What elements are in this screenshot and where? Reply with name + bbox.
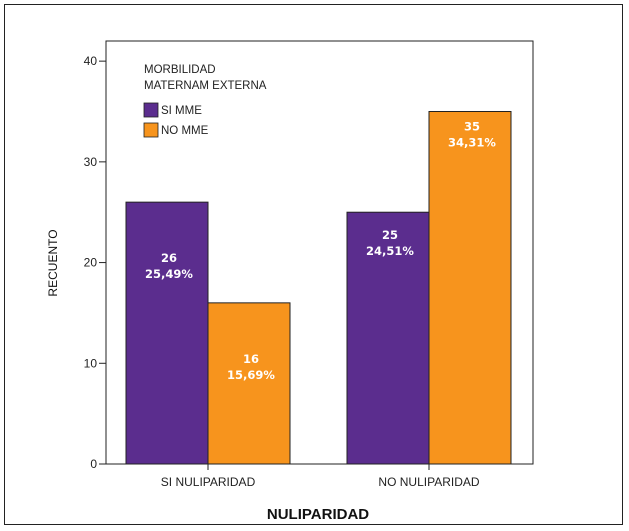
bar-percent-label: 25,49% <box>145 267 193 281</box>
y-axis: 0 10 20 30 40 <box>84 54 106 471</box>
bars: 26 25,49% 16 15,69% 25 24,51% 35 34,31% <box>125 111 512 465</box>
legend-label-si-mme: SI MME <box>161 105 202 117</box>
x-axis: SI NULIPARIDAD NO NULIPARIDAD <box>161 464 480 489</box>
y-tick-label: 10 <box>84 356 98 370</box>
x-tick-label: SI NULIPARIDAD <box>161 475 256 489</box>
legend: MORBILIDAD MATERNAM EXTERNA SI MME NO MM… <box>143 64 267 138</box>
legend-swatch-si-mme <box>143 102 159 118</box>
bar-no-mme-no-nuliparidad <box>428 111 512 465</box>
chart-frame <box>4 4 623 525</box>
bar-value-label: 25 <box>382 228 398 242</box>
x-tick-label: NO NULIPARIDAD <box>378 475 479 489</box>
bar-value-label: 26 <box>161 251 177 265</box>
legend-title-line2: MATERNAM EXTERNA <box>144 80 267 92</box>
bar-percent-label: 15,69% <box>227 368 275 382</box>
y-tick-label: 40 <box>84 54 98 68</box>
y-axis-title: RECUENTO <box>46 229 60 296</box>
bar-percent-label: 24,51% <box>366 244 414 258</box>
bar-percent-label: 34,31% <box>448 136 496 150</box>
y-tick-label: 30 <box>84 155 98 169</box>
legend-title-line1: MORBILIDAD <box>144 64 216 76</box>
bar-si-mme-no-nuliparidad <box>346 211 430 465</box>
bar-value-label: 16 <box>243 352 259 366</box>
legend-swatch-no-mme <box>143 122 159 138</box>
plot-area <box>105 40 534 465</box>
bar-value-label: 35 <box>464 120 480 134</box>
legend-label-no-mme: NO MME <box>161 125 209 137</box>
x-axis-title: NULIPARIDAD <box>267 506 369 523</box>
y-tick-label: 0 <box>90 457 97 471</box>
bar-si-mme-si-nuliparidad <box>125 201 209 465</box>
y-tick-label: 20 <box>84 256 98 270</box>
bar-no-mme-si-nuliparidad <box>207 302 291 465</box>
